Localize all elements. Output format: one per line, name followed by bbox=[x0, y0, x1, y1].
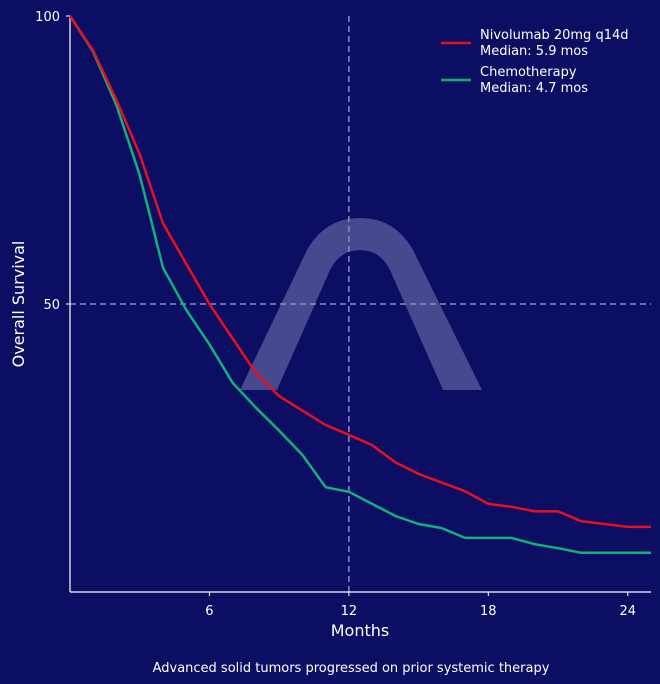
legend-item-nivolumab: Nivolumab 20mg q14d Median: 5.9 mos bbox=[441, 28, 628, 59]
legend-median-nivolumab: Median: 5.9 mos bbox=[480, 44, 588, 59]
legend: Nivolumab 20mg q14d Median: 5.9 mos Chem… bbox=[441, 28, 628, 96]
y-tick-label: 100 bbox=[35, 10, 60, 25]
x-tick-label: 18 bbox=[480, 604, 497, 619]
chart-caption: Advanced solid tumors progressed on prio… bbox=[153, 661, 550, 676]
x-tick-label: 6 bbox=[205, 604, 213, 619]
legend-median-chemotherapy: Median: 4.7 mos bbox=[480, 81, 588, 96]
legend-item-chemotherapy: Chemotherapy Median: 4.7 mos bbox=[441, 65, 588, 96]
y-axis-label: Overall Survival bbox=[9, 241, 28, 368]
x-tick-label: 24 bbox=[619, 604, 636, 619]
y-tick-label: 50 bbox=[43, 298, 60, 313]
legend-label-nivolumab: Nivolumab 20mg q14d bbox=[480, 28, 628, 43]
y-axis-ticks: 50 100 bbox=[35, 10, 70, 313]
x-tick-label: 12 bbox=[341, 604, 358, 619]
chemotherapy-curve bbox=[68, 15, 651, 555]
x-axis-ticks: 6 12 18 24 bbox=[205, 592, 636, 619]
nivolumab-curve bbox=[68, 15, 651, 529]
x-axis-label: Months bbox=[331, 621, 389, 640]
legend-label-chemotherapy: Chemotherapy bbox=[480, 65, 577, 80]
